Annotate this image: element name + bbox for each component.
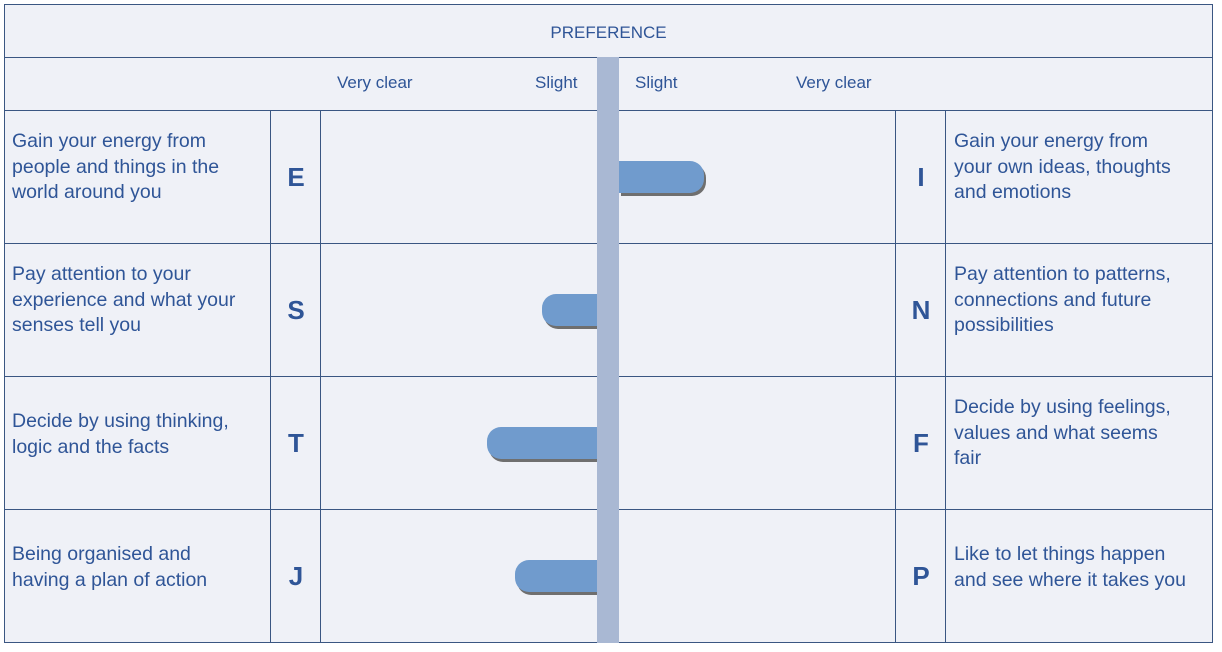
- row-j-description: Being organised and having a plan of act…: [12, 543, 208, 591]
- row-e-description: Gain your energy from people and things …: [12, 130, 220, 203]
- preference-bar-e-i: [619, 161, 705, 193]
- letter-p: P: [912, 561, 930, 591]
- scale-label-slight-left: Slight: [535, 73, 578, 92]
- divider-col-3: [895, 110, 896, 643]
- preference-bar-j-p: [514, 560, 597, 592]
- divider-col-4: [945, 110, 946, 643]
- row-s-description: Pay attention to your experience and wha…: [12, 263, 236, 336]
- row-p-description: Like to let things happen and see where …: [954, 543, 1186, 591]
- letter-e: E: [287, 162, 305, 192]
- center-axis: [597, 57, 619, 643]
- letter-s: S: [287, 295, 305, 325]
- divider-col-1: [270, 110, 271, 643]
- letter-f: F: [913, 428, 929, 458]
- row-t-description: Decide by using thinking, logic and the …: [12, 410, 229, 458]
- row-i-description: Gain your energy from your own ideas, th…: [954, 130, 1171, 203]
- divider-col-2: [320, 110, 321, 643]
- letter-i: I: [917, 162, 925, 192]
- scale-label-very-clear-right: Very clear: [796, 73, 872, 92]
- row-f-description: Decide by using feelings, values and wha…: [954, 396, 1171, 469]
- preference-bar-s-n: [542, 294, 597, 326]
- row-n-description: Pay attention to patterns, connections a…: [954, 263, 1171, 336]
- chart-title: PREFERENCE: [550, 23, 667, 42]
- preference-bar-t-f: [487, 427, 597, 459]
- scale-label-slight-right: Slight: [635, 73, 678, 92]
- letter-t: T: [288, 428, 304, 458]
- scale-label-very-clear-left: Very clear: [337, 73, 413, 92]
- letter-n: N: [911, 295, 931, 325]
- letter-j: J: [288, 561, 304, 591]
